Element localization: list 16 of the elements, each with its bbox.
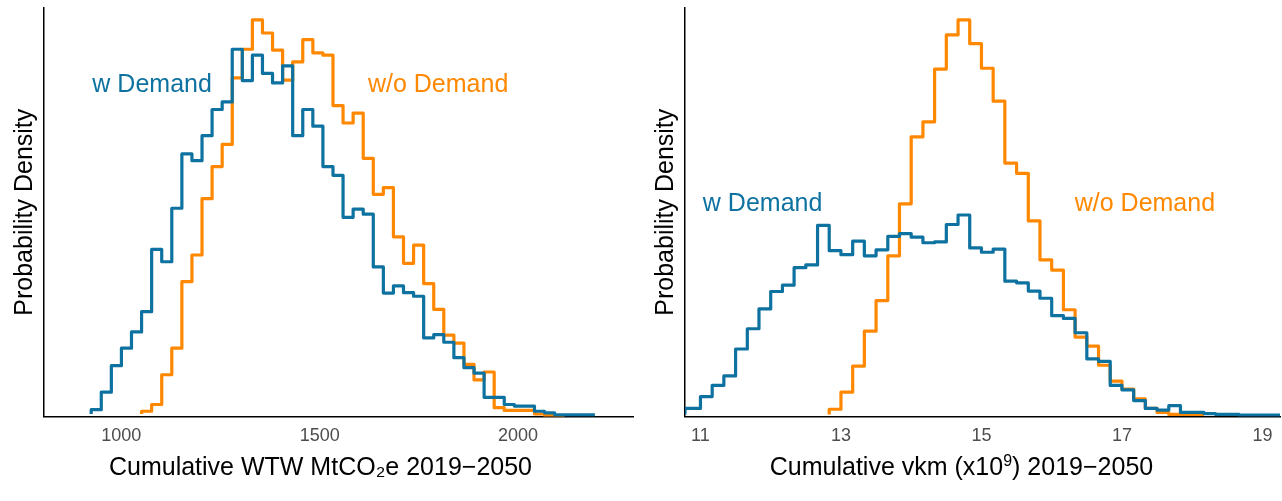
x-tick-label: 11 xyxy=(691,425,710,446)
series-label: w/o Demand xyxy=(366,69,509,98)
series-label: w Demand xyxy=(701,187,823,216)
x-axis-title: Cumulative vkm (x10$^{9}$) 2019−2050 xyxy=(768,452,1155,482)
x-tick-label: 19 xyxy=(1252,425,1273,446)
x-axis-title: Cumulative WTW MtCO₂e 2019−2050 xyxy=(107,452,534,481)
x-tick-label: 1500 xyxy=(299,425,340,446)
x-tick-label: 13 xyxy=(830,425,851,446)
series-label: w/o Demand xyxy=(1073,187,1216,216)
series-label: w Demand xyxy=(91,69,212,98)
x-tick-label: 2000 xyxy=(497,425,538,446)
y-axis-title: Probability Density xyxy=(649,108,678,316)
y-axis-title: Probability Density xyxy=(8,108,37,316)
x-tick-label: 15 xyxy=(971,425,992,446)
x-tick-label: 17 xyxy=(1111,425,1132,446)
x-tick-label: 1000 xyxy=(101,425,142,446)
